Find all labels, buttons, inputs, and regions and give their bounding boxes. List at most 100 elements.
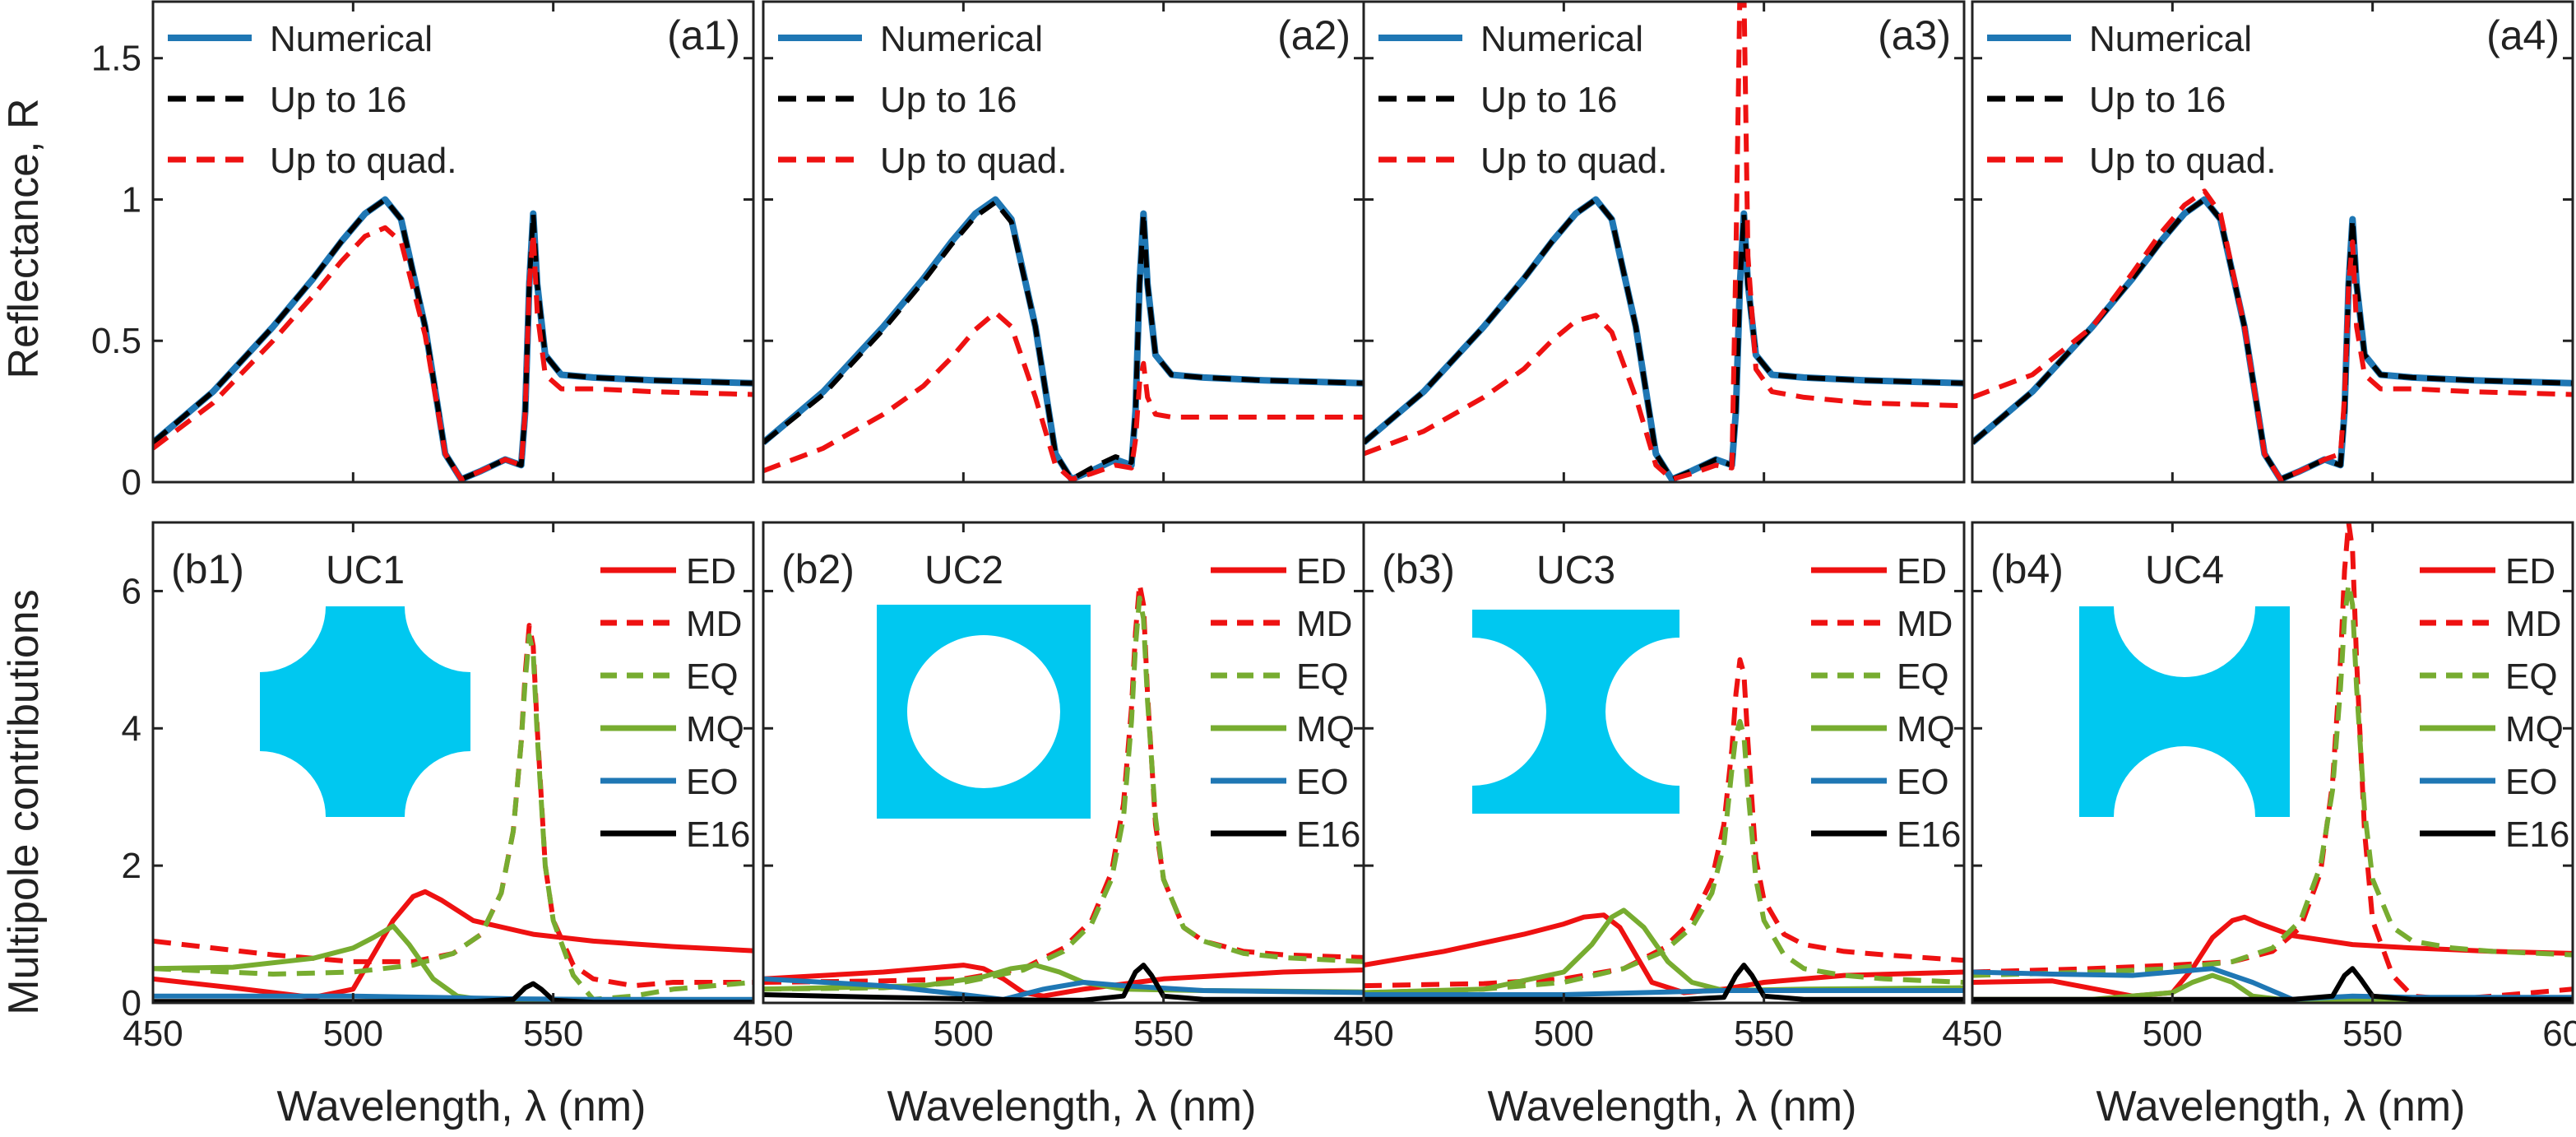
legend-label: EQ	[686, 657, 739, 697]
plot-frame	[151, 521, 755, 1005]
legend-label: MQ	[1296, 709, 1355, 749]
unit-cell-shape	[877, 605, 1091, 819]
x-tick-label: 500	[934, 1014, 994, 1054]
panel-label: (a1)	[667, 12, 740, 58]
legend-label: ED	[686, 551, 736, 592]
legend: Numerical Up to 16 Up to quad.	[1987, 19, 2277, 181]
legend-label: Up to 16	[2089, 80, 2226, 120]
inset-label: UC4	[2145, 549, 2224, 592]
legend-label: EQ	[1897, 657, 1949, 697]
legend-label: EO	[2505, 762, 2558, 802]
series-line-up-to-quad	[1364, 2, 1964, 482]
series-line-up-to-quad	[763, 309, 1364, 482]
legend-label: E16	[1296, 814, 1360, 855]
legend: ED MD EQ MQ EO E16	[1211, 551, 1360, 855]
panel-label: (b4)	[1990, 546, 2064, 592]
inset-label: UC2	[924, 549, 1003, 592]
legend-label: MD	[1296, 604, 1352, 644]
series-group	[153, 623, 753, 1003]
x-tick-label: 550	[2342, 1014, 2402, 1054]
x-tick-label: 600	[2542, 1014, 2576, 1054]
series-line-numerical	[1972, 196, 2573, 482]
plot-frame	[1362, 0, 1966, 484]
panel-a3: (a3) Numerical Up to 16 Up to quad.	[1362, 0, 1966, 484]
legend: Numerical Up to 16 Up to quad.	[778, 19, 1068, 181]
panel-a4: (a4) Numerical Up to 16 Up to quad.	[1971, 0, 2574, 484]
series-line-up-to-16	[1364, 197, 1964, 482]
series-line-numerical	[1364, 196, 1964, 482]
legend-label: Up to 16	[270, 80, 406, 120]
series-line-numerical	[763, 196, 1364, 482]
series-line-eo	[1364, 988, 1964, 997]
x-tick-label: 550	[1133, 1014, 1193, 1054]
plot-frame	[1362, 521, 1966, 1005]
series-group	[1972, 522, 2573, 1003]
legend-label: Up to quad.	[270, 141, 457, 181]
legend-label: Numerical	[1480, 19, 1643, 59]
series-group	[1972, 188, 2573, 482]
inset-label: UC1	[326, 549, 405, 592]
series-line-eo	[153, 993, 753, 1002]
series-line-up-to-quad	[1972, 188, 2573, 482]
series-line-numerical	[153, 196, 753, 482]
series-line-up-to-quad	[153, 225, 753, 482]
legend: Numerical Up to 16 Up to quad.	[1378, 19, 1668, 181]
y-axis-label-top: Reflectance, R	[0, 98, 48, 378]
y-tick-label: 0	[122, 983, 141, 1023]
series-group	[1364, 2, 1964, 482]
x-axis-label: Wavelength, λ (nm)	[1488, 1083, 1857, 1130]
unit-cell-shape	[260, 606, 470, 817]
y-tick-label: 0.5	[91, 321, 141, 361]
x-tick-label: 550	[1734, 1014, 1794, 1054]
legend-label: E16	[686, 814, 750, 855]
legend: ED MD EQ MQ EO E16	[1811, 551, 1961, 855]
legend-label: EQ	[1296, 657, 1349, 697]
x-axis-label: Wavelength, λ (nm)	[277, 1083, 646, 1130]
series-line-eq	[1972, 582, 2573, 978]
legend-label: MQ	[1897, 709, 1955, 749]
legend-label: Numerical	[270, 19, 433, 59]
x-tick-label: 500	[2143, 1014, 2203, 1054]
panel-a2: (a2) Numerical Up to 16 Up to quad.	[762, 0, 1365, 484]
legend-label: E16	[1897, 814, 1961, 855]
plot-frame	[1971, 521, 2574, 1005]
legend: ED MD EQ MQ EO E16	[2420, 551, 2569, 855]
series-group	[153, 196, 753, 482]
x-tick-label: 450	[1942, 1014, 2002, 1054]
x-tick-label: 500	[323, 1014, 383, 1054]
series-line-ed	[1972, 914, 2573, 999]
legend-label: Up to quad.	[1480, 141, 1668, 181]
panel-b3: 450 500 550 Wavelength, λ (nm) (b3) UC3 ED MD EQ…	[1333, 521, 1966, 1130]
plot-frame	[762, 0, 1365, 484]
legend-label: EO	[1296, 762, 1349, 802]
panel-b2: 450 500 550 Wavelength, λ (nm) (b2) UC2 ED MD EQ…	[733, 521, 1365, 1130]
legend-label: MD	[686, 604, 742, 644]
legend-label: EO	[686, 762, 739, 802]
legend-label: Up to quad.	[880, 141, 1068, 181]
x-tick-label: 550	[523, 1014, 583, 1054]
legend-label: ED	[1897, 551, 1947, 592]
inset-label: UC3	[1536, 549, 1615, 592]
series-line-ed	[153, 889, 753, 1000]
panel-label: (b2)	[781, 546, 855, 592]
series-line-md	[1364, 657, 1964, 989]
legend-label: MD	[1897, 604, 1953, 644]
series-line-mq	[1972, 972, 2573, 1003]
series-line-eo	[763, 976, 1364, 1002]
y-tick-label: 0	[122, 462, 141, 503]
series-line-eq	[1364, 718, 1964, 995]
y-tick-label: 1	[122, 179, 141, 220]
legend-label: E16	[2505, 814, 2569, 855]
plot-frame	[1971, 0, 2574, 484]
legend-label: MQ	[686, 709, 744, 749]
legend-label: ED	[1296, 551, 1346, 592]
panel-b1: 450 500 550 0 2 4 6 Wavelength, λ (nm) (b1) UC1 ED…	[122, 521, 755, 1130]
legend-label: Numerical	[880, 19, 1043, 59]
legend-label: ED	[2505, 551, 2555, 592]
legend: ED MD EQ MQ EO E16	[600, 551, 750, 855]
series-line-e16	[153, 981, 753, 1003]
series-line-e16	[1364, 963, 1964, 1002]
series-line-up-to-16	[1972, 197, 2573, 482]
legend-label: Up to 16	[1480, 80, 1617, 120]
